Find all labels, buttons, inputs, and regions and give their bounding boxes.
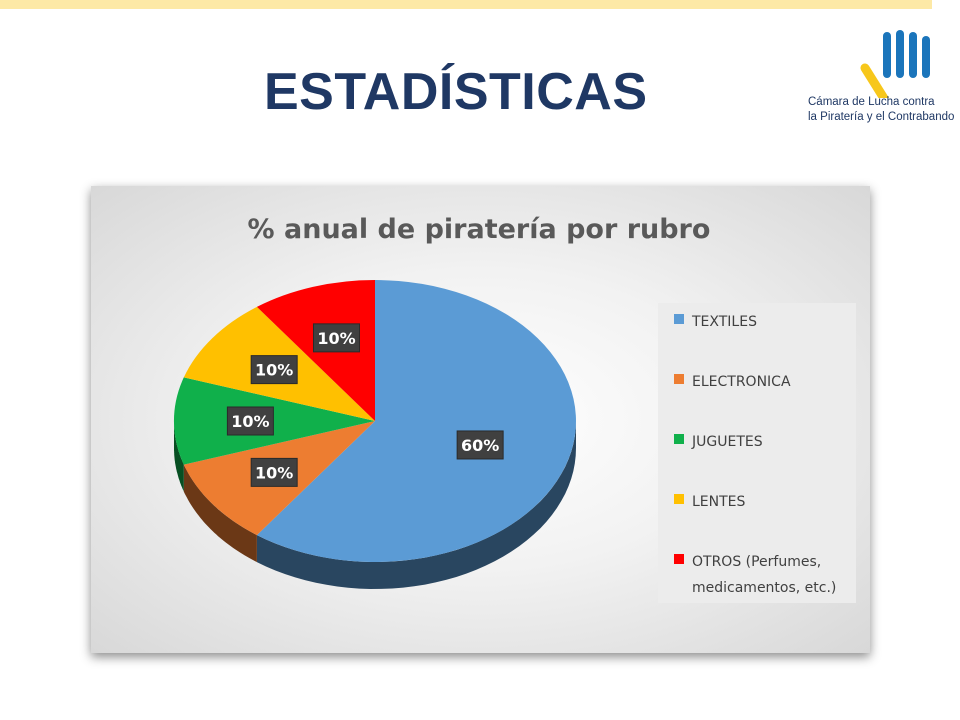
legend-swatch <box>674 374 684 384</box>
logo-line-2: la Piratería y el Contrabando <box>808 111 955 123</box>
pie-slice-juguetes <box>173 377 375 465</box>
legend-label: OTROS (Perfumes, medicamentos, etc.) <box>692 554 837 596</box>
pie-wall-electronica <box>183 464 257 563</box>
chart-card: % anual de piratería por rubro 60% 10% 10% 1… <box>91 186 870 653</box>
legend-label: LENTES <box>692 494 746 510</box>
bars-logo-icon <box>860 30 930 98</box>
data-label-textiles: 60% <box>456 430 504 460</box>
data-label-juguetes: 10% <box>226 406 274 436</box>
pie-slice-textiles <box>256 280 576 562</box>
legend-swatch <box>674 434 684 444</box>
pie-chart: % anual de piratería por rubro 60% 10% 10% 1… <box>173 214 711 589</box>
svg-text:10%: 10% <box>231 412 269 431</box>
data-label-lentes: 10% <box>250 355 298 385</box>
data-label-otros: 10% <box>312 323 360 353</box>
pie-wall-textiles <box>256 421 576 589</box>
legend-swatch <box>674 494 684 504</box>
svg-text:10%: 10% <box>317 329 355 348</box>
svg-text:10%: 10% <box>255 463 293 482</box>
legend-label: TEXTILES <box>692 314 757 330</box>
slide-title: ESTADÍSTICAS <box>264 63 648 121</box>
top-accent-bar <box>0 0 932 9</box>
chart-title: % anual de piratería por rubro <box>248 214 711 245</box>
data-label-electronica: 10% <box>250 457 298 487</box>
svg-text:10%: 10% <box>255 361 293 380</box>
svg-text:60%: 60% <box>461 436 499 455</box>
pie-wall-juguetes <box>174 421 184 492</box>
chart-legend: TEXTILES ELECTRONICA JUGUETES LENTES OTROS (… <box>658 303 856 603</box>
legend-label: ELECTRONICA <box>692 374 791 390</box>
legend-swatch <box>674 554 684 564</box>
legend-swatch <box>674 314 684 324</box>
logo-caption: Cámara de Lucha contra la Piratería y el… <box>808 95 955 125</box>
legend-label: JUGUETES <box>692 434 763 450</box>
logo-line-1: Cámara de Lucha contra <box>808 96 935 108</box>
